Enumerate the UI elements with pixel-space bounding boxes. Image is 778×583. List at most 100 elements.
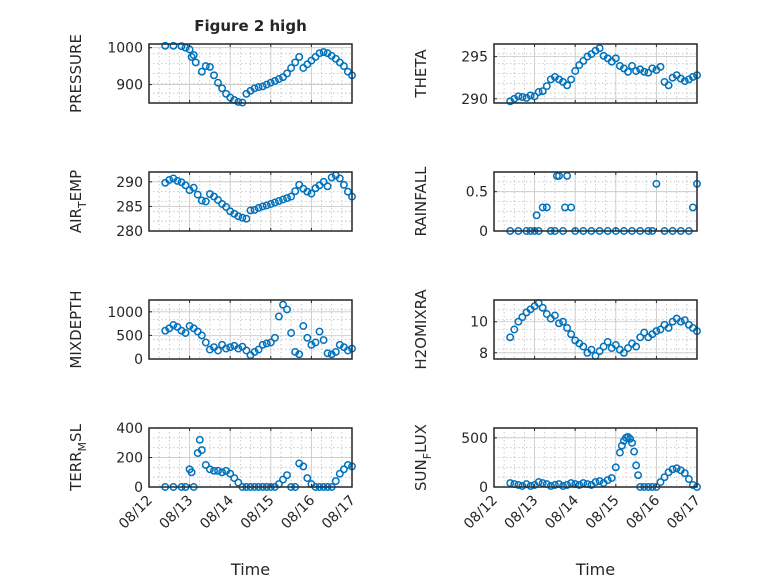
terr-msl-x-tick-label: 08/13 [157,493,197,533]
h2omixra-data-point [567,330,576,339]
mixdepth-data-point [331,347,340,356]
terr-msl-data-point [299,462,308,471]
theta-axes-frame [493,43,698,104]
air-temp-y-tick-label: 280 [116,224,143,240]
h2omixra-axes-frame [493,299,698,360]
pressure-data-point [287,64,296,72]
pressure-data-point [189,51,198,60]
air-temp-data-point [339,180,348,189]
h2omixra-data-point [550,311,559,320]
theta-data-point [579,56,588,65]
h2omixra-data-point [656,325,665,334]
sun-flux-data-point [660,473,669,482]
sun-flux-data-point [668,465,677,474]
pressure-data-point [205,62,214,71]
terr-msl-data-point [205,465,214,474]
h2omixra-data-point [514,317,523,326]
air-temp-data-point [270,198,279,207]
pressure-axes-frame [148,43,353,104]
rainfall-y-tick-label: 0.5 [466,185,488,201]
theta-data-point [542,82,551,91]
mixdepth-y-label: MIXDEPTH [67,290,85,368]
mixdepth-data-point [262,339,271,348]
mixdepth-data-point [274,312,283,321]
h2omixra-data-point [599,342,608,351]
mixdepth-data-point [266,338,275,347]
terr-msl-y-label: TERRMSL [67,423,89,492]
sun-flux-x-tick-label: 08/17 [664,493,704,533]
h2omixra-data-point [559,317,567,326]
air-temp-data-point [283,194,291,203]
theta-axes: 290 295 THETA [412,43,701,108]
sun-flux-data-point [506,479,515,488]
air-temp-data-point [222,202,231,211]
air-temp-data-point [279,195,287,204]
sun-flux-axes-frame [493,427,698,488]
air-temp-y-tick-label: 290 [116,175,143,191]
sun-flux-data-point [579,479,588,488]
mixdepth-data-point [234,344,243,353]
air-temp-data-point [327,173,336,182]
sun-flux-data-point [514,481,523,489]
mixdepth-data-point [343,346,352,355]
theta-data-point [688,72,697,81]
mixdepth-data-point [287,329,296,337]
mixdepth-data-point [307,340,316,349]
mixdepth-data-point [279,300,287,309]
mixdepth-data-point [214,346,222,355]
mixdepth-data-point [181,329,190,337]
air-temp-data-point [165,175,174,184]
terr-msl-data-point [335,469,344,478]
h2omixra-data-point [611,341,620,349]
h2omixra-data-point [542,310,551,318]
air-temp-data-point [262,201,271,210]
terr-msl-x-tick-label: 08/14 [197,492,237,532]
pressure-data-point [319,48,328,57]
sun-flux-data-point [684,475,693,484]
terr-msl-data-point [343,460,352,469]
sun-flux-data-point [628,438,636,447]
air-temp-data-point [242,214,251,223]
terr-msl-data-point [218,468,227,477]
pressure-data-point [283,69,291,78]
theta-y-label: THETA [412,49,430,99]
h2omixra-y-label: H2OMIXRA [412,289,430,370]
sun-flux-data-point [534,478,543,487]
sun-flux-y-label: SUNFLUX [412,424,434,491]
pressure-data-point [218,84,227,93]
mixdepth-data-point [197,331,206,340]
rainfall-data-point [567,203,576,212]
theta-data-point [611,54,620,63]
pressure-data-point [315,49,324,58]
terr-msl-data-point [303,474,312,483]
air-temp-y-label: AIRTEMP [67,170,89,233]
mixdepth-axes-frame [148,299,353,360]
theta-y-tick-label: 295 [461,50,488,66]
rainfall-data-point [532,211,541,220]
h2omixra-axes: 8 10 H2OMIXRA [412,289,701,370]
theta-data-point [595,44,604,53]
pressure-data-point [295,52,304,61]
sun-flux-data-point [680,469,689,478]
pressure-data-point [169,41,178,50]
rainfall-data-point [688,203,697,212]
terr-msl-x-tick-label: 08/12 [116,493,156,533]
mixdepth-data-point [222,344,231,353]
pressure-data-point [201,62,210,71]
sun-flux-y-tick-label: 500 [461,431,488,447]
air-temp-data-point [254,203,263,212]
h2omixra-data-point [506,333,515,342]
mixdepth-data-point [254,345,263,354]
theta-y-tick-label: 290 [461,92,488,108]
sun-flux-data-point [563,481,572,489]
sun-flux-data-point [607,474,616,483]
h2omixra-data-point [510,325,519,334]
air-temp-data-point [343,187,352,196]
pressure-data-point [266,78,275,87]
theta-data-point [640,67,649,76]
terr-msl-data-point [283,471,291,480]
h2omixra-data-point [632,342,641,351]
sun-flux-data-point [546,482,555,490]
mixdepth-data-point [303,333,312,342]
